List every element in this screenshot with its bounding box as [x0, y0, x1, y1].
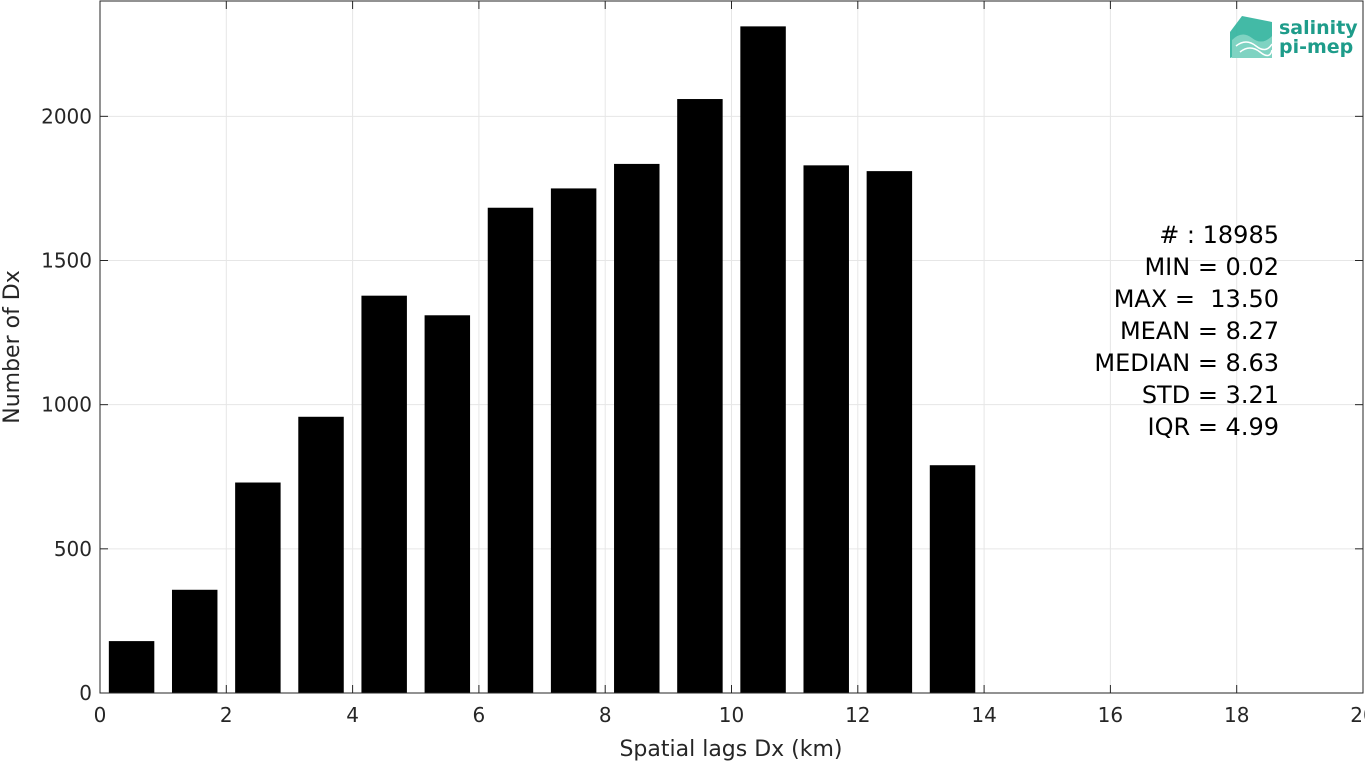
y-tick-label: 0	[79, 681, 92, 705]
y-tick-label: 2000	[41, 104, 92, 128]
bar	[740, 26, 786, 693]
stats-box: # : 18985 MIN = 0.02 MAX = 13.50 MEAN = …	[1094, 221, 1279, 441]
bar	[677, 99, 723, 694]
x-tick-label: 2	[220, 703, 233, 727]
x-tick-label: 6	[473, 703, 486, 727]
y-tick-label: 1500	[41, 249, 92, 273]
y-axis-label: Number of Dx	[0, 270, 25, 424]
bar	[424, 315, 471, 693]
logo-line2: pi-mep	[1279, 36, 1353, 58]
x-tick-label: 12	[845, 703, 870, 727]
bar	[866, 171, 913, 693]
x-tick-label: 0	[94, 703, 107, 727]
y-tick-label: 1000	[41, 393, 92, 417]
bar	[171, 589, 218, 693]
bar	[361, 295, 407, 693]
stat-std: STD = 3.21	[1142, 381, 1279, 409]
bar	[614, 163, 660, 694]
stat-median: MEDIAN = 8.63	[1094, 349, 1279, 377]
y-tick-labels: 0 500 1000 1500 2000	[41, 104, 92, 705]
stat-count: # : 18985	[1159, 221, 1279, 249]
bar	[235, 482, 281, 693]
x-tick-label: 20	[1350, 703, 1365, 727]
bar	[550, 188, 597, 693]
x-tick-label: 14	[971, 703, 996, 727]
x-tick-label: 18	[1224, 703, 1249, 727]
bar	[298, 416, 344, 693]
wave-icon	[1230, 16, 1273, 58]
logo-line1: salinity	[1279, 17, 1358, 39]
y-tick-label: 500	[54, 537, 92, 561]
x-tick-label: 8	[599, 703, 612, 727]
x-tick-label: 10	[719, 703, 744, 727]
bar	[108, 641, 155, 693]
stat-min: MIN = 0.02	[1144, 253, 1279, 281]
bar	[803, 165, 849, 694]
x-tick-labels: 0 2 4 6 8 10 12 14 16 18 20	[94, 703, 1365, 727]
stat-max: MAX = 13.50	[1114, 285, 1279, 313]
bar	[487, 207, 534, 694]
x-axis-label: Spatial lags Dx (km)	[619, 737, 842, 762]
stat-iqr: IQR = 4.99	[1148, 413, 1279, 441]
stat-mean: MEAN = 8.27	[1120, 317, 1279, 345]
ticks	[99, 1, 1364, 694]
x-tick-label: 16	[1098, 703, 1123, 727]
salinity-pi-mep-logo: salinity pi-mep	[1230, 16, 1358, 58]
grid	[100, 1, 1363, 693]
bar	[929, 465, 976, 693]
x-tick-label: 4	[346, 703, 359, 727]
bars	[108, 26, 976, 694]
